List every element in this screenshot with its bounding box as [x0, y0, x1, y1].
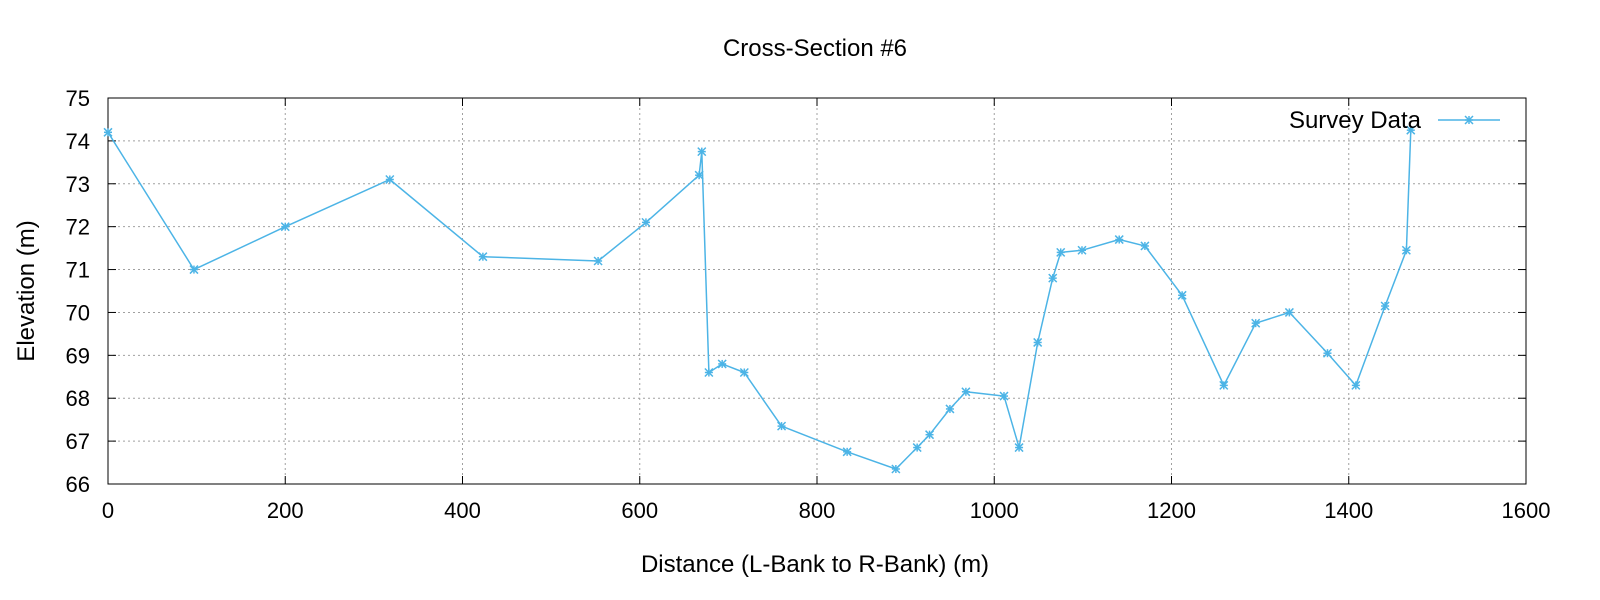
data-point: [945, 404, 955, 414]
data-point: [1322, 348, 1333, 358]
data-point: [717, 359, 727, 369]
y-tick-label: 66: [66, 472, 90, 497]
data-point: [1351, 380, 1361, 390]
legend-label: Survey Data: [1289, 107, 1422, 134]
legend: Survey Data: [1289, 107, 1500, 134]
y-tick-label: 74: [66, 129, 90, 154]
data-point: [1401, 245, 1411, 255]
data-point: [1077, 245, 1087, 255]
data-point: [925, 430, 935, 440]
data-point: [694, 170, 704, 180]
data-point: [1284, 307, 1294, 317]
data-point: [1406, 125, 1416, 135]
data-point: [103, 127, 113, 137]
y-tick-label: 67: [66, 429, 90, 454]
x-tick-label: 1400: [1324, 498, 1373, 523]
data-point: [1048, 273, 1058, 283]
y-tick-label: 75: [66, 86, 90, 111]
data-point: [1251, 318, 1261, 328]
data-point: [961, 387, 971, 397]
x-tick-label: 800: [799, 498, 836, 523]
plot-frame: [107, 97, 1527, 485]
data-point: [1464, 115, 1474, 125]
data-point: [641, 217, 651, 227]
data-point: [1014, 443, 1024, 453]
data-point: [891, 464, 901, 474]
data-point: [1219, 380, 1229, 390]
data-point: [704, 367, 714, 378]
data-point: [1380, 301, 1390, 311]
data-point: [189, 265, 199, 275]
data-point: [697, 147, 707, 157]
data-point: [1033, 337, 1043, 347]
y-tick-label: 68: [66, 386, 90, 411]
y-tick-label: 72: [66, 215, 90, 240]
x-tick-label: 1600: [1502, 498, 1551, 523]
data-point: [912, 443, 922, 453]
data-point: [593, 256, 603, 266]
series-layer: [103, 125, 1416, 474]
x-tick-label: 200: [267, 498, 304, 523]
legend-marker: [1464, 115, 1474, 125]
x-tick-label: 600: [621, 498, 658, 523]
data-point: [1114, 235, 1124, 245]
data-point: [1056, 247, 1066, 257]
y-tick-label: 71: [66, 258, 90, 283]
data-point: [385, 174, 395, 185]
data-point: [999, 391, 1009, 401]
axis-ticks: 0 200 400 600 800 1000 1200 1400 1600 66 67 68 69 70 7…: [66, 86, 1551, 523]
data-point: [842, 447, 852, 457]
y-tick-label: 69: [66, 343, 90, 368]
x-tick-label: 1200: [1147, 498, 1196, 523]
x-tick-label: 0: [102, 498, 114, 523]
x-axis-label: Distance (L-Bank to R-Bank) (m): [641, 551, 989, 578]
y-tick-label: 73: [66, 172, 90, 197]
data-point: [777, 421, 787, 431]
x-tick-label: 1000: [970, 498, 1019, 523]
data-point: [280, 222, 290, 232]
chart-title: Cross-Section #6: [723, 35, 907, 62]
data-point: [1177, 290, 1187, 300]
data-point: [739, 367, 749, 378]
x-tick-label: 400: [444, 498, 481, 523]
y-tick-label: 70: [66, 300, 90, 325]
data-point: [1140, 241, 1150, 251]
grid-lines: [108, 98, 1526, 484]
series-line: [107, 130, 1412, 470]
data-point: [478, 252, 488, 262]
y-axis-label: Elevation (m): [13, 220, 40, 361]
